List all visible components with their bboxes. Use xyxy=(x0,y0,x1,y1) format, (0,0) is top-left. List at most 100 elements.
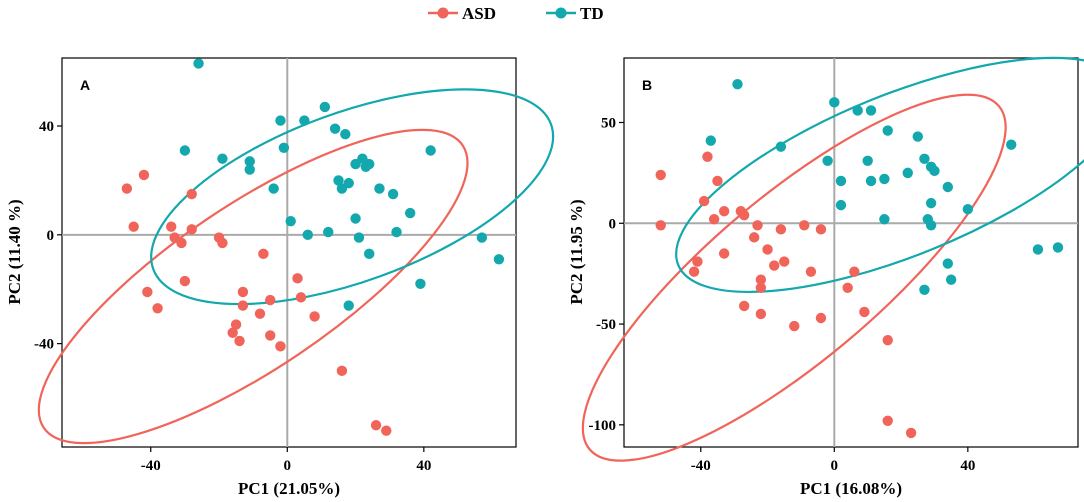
panel-b-asd-point xyxy=(755,282,767,293)
panel-a-asd-point xyxy=(217,237,228,249)
panel-b-asd-point xyxy=(789,320,800,332)
panel-b-td-point xyxy=(1032,244,1044,255)
panel-a-asd-point xyxy=(237,286,249,298)
panel-a-x-tick-label: 0 xyxy=(284,458,292,474)
panel-b-asd-point xyxy=(698,195,710,207)
panel-b-x-tick-label: 0 xyxy=(831,458,839,474)
panel-b-td-point xyxy=(775,141,787,152)
panel-a-td-point xyxy=(350,213,361,224)
panel-b-asd-point xyxy=(815,312,827,324)
panel-b-td-point xyxy=(1052,242,1064,253)
panel-a-asd-point xyxy=(128,221,139,232)
panel-b-td-ellipse xyxy=(675,56,1084,294)
panel-a-asd-point xyxy=(295,292,307,303)
panel-b-asd-point xyxy=(799,220,810,231)
panel-a-td-point xyxy=(404,207,416,219)
legend-asd-marker xyxy=(437,7,449,19)
panel-a-asd-point xyxy=(234,335,245,347)
legend: ASD TD xyxy=(428,4,604,23)
panel-b-asd-point xyxy=(688,266,700,277)
panel-a-td-point xyxy=(387,188,399,200)
panel-b: -40 0 40 -100 -50 0 50 B PC1 (16.08%) PC2 (11… xyxy=(567,56,1084,498)
panel-b-td-point xyxy=(902,167,913,179)
panel-a-asd-point xyxy=(237,300,249,311)
panel-a-td-point xyxy=(374,183,385,194)
panel-b-td-point xyxy=(852,105,863,116)
panel-a-x-tick-label: 40 xyxy=(416,458,431,474)
panel-a-td-point xyxy=(179,145,191,156)
panel-b-y-tick-label: 0 xyxy=(609,216,617,232)
panel-b-td-point xyxy=(919,153,930,164)
panel-b-asd-point xyxy=(815,224,827,235)
panel-b-td-point xyxy=(705,135,716,146)
panel-a-asd-point xyxy=(186,224,197,235)
panel-b-y-ticks: -100 -50 0 50 xyxy=(589,115,624,434)
panel-b-td-point xyxy=(912,131,923,142)
panel-b-x-tick-label: -40 xyxy=(691,458,711,474)
panel-a-td-point xyxy=(425,145,436,156)
panel-a-td-point xyxy=(364,158,375,170)
panel-b-td-point xyxy=(925,197,937,209)
panel-a-asd-point xyxy=(258,248,269,260)
panel-b-asd-point xyxy=(859,306,870,318)
panel-a-td-point xyxy=(319,101,331,113)
panel-a-td-point xyxy=(343,300,354,311)
panel-b-asd-point xyxy=(718,205,730,217)
panel-b-asd-point xyxy=(762,244,773,255)
panel-a-points xyxy=(121,58,505,436)
panel-a-td-ellipse xyxy=(150,88,555,306)
panel-b-asd-point xyxy=(718,248,730,259)
panel-b-asd-point xyxy=(702,151,713,162)
panel-b-asd-point xyxy=(779,256,790,267)
panel-a-td-point xyxy=(217,153,228,164)
panel-b-td-point xyxy=(835,199,847,211)
panel-a-asd-point xyxy=(265,330,276,341)
panel-b-frame xyxy=(623,57,1079,448)
panel-a-x-ticks: -40 0 40 xyxy=(141,447,431,474)
panel-a-y-tick-label: 40 xyxy=(39,119,54,135)
panel-b-asd-point xyxy=(748,232,760,243)
panel-b-asd-point xyxy=(712,175,723,187)
panel-b-asd-point xyxy=(655,169,666,181)
panel-a-td-point xyxy=(285,216,296,227)
panel-a-asd-point xyxy=(121,183,133,194)
panel-a-td-point xyxy=(323,226,334,238)
legend-td-marker xyxy=(555,7,567,19)
panel-b-y-label: PC2 (11.95 %) xyxy=(567,199,586,304)
panel-b-label: B xyxy=(642,77,652,93)
panel-b-td-point xyxy=(919,284,930,295)
panel-a-td-point xyxy=(493,254,505,265)
panel-a-asd-point xyxy=(176,237,187,249)
panel-b-asd-point xyxy=(755,308,767,320)
panel-b-asd-point xyxy=(849,266,860,277)
panel-a-asd-point xyxy=(381,425,392,436)
panel-a-td-point xyxy=(336,183,348,194)
panel-b-td-point xyxy=(865,105,877,116)
panel-b-asd-point xyxy=(775,224,787,235)
panel-a-td-point xyxy=(476,232,488,243)
panel-a-td-point xyxy=(340,128,351,140)
panel-a-td-point xyxy=(353,232,365,243)
panel-a-frame xyxy=(61,57,517,448)
panel-a-td-point xyxy=(193,58,204,69)
panel-a-x-tick-label: -40 xyxy=(141,458,161,474)
panel-b-td-point xyxy=(962,203,974,215)
panel-b-asd-point xyxy=(655,220,666,231)
panel-a-td-point xyxy=(364,248,375,260)
panel-a-label: A xyxy=(80,77,90,93)
panel-b-td-point xyxy=(879,214,890,225)
panel-a-td-point xyxy=(244,164,255,175)
panel-b-td-point xyxy=(929,165,940,177)
panel-a-asd-point xyxy=(230,319,242,330)
panel-b-td-point xyxy=(942,181,954,193)
panel-a-asd-point xyxy=(370,420,382,431)
panel-a-asd-ellipse xyxy=(37,128,469,445)
panel-b-td-point xyxy=(879,173,890,185)
panel-a-td-point xyxy=(415,278,426,289)
panel-b-x-label: PC1 (16.08%) xyxy=(800,479,902,498)
panel-b-td-point xyxy=(925,220,937,231)
panel-b-td-point xyxy=(865,175,877,187)
panel-a-y-ticks: -40 0 40 xyxy=(34,119,62,353)
panel-a: -40 0 40 -40 0 40 A PC1 (21.05%) PC2 (11.40 … xyxy=(5,57,555,498)
